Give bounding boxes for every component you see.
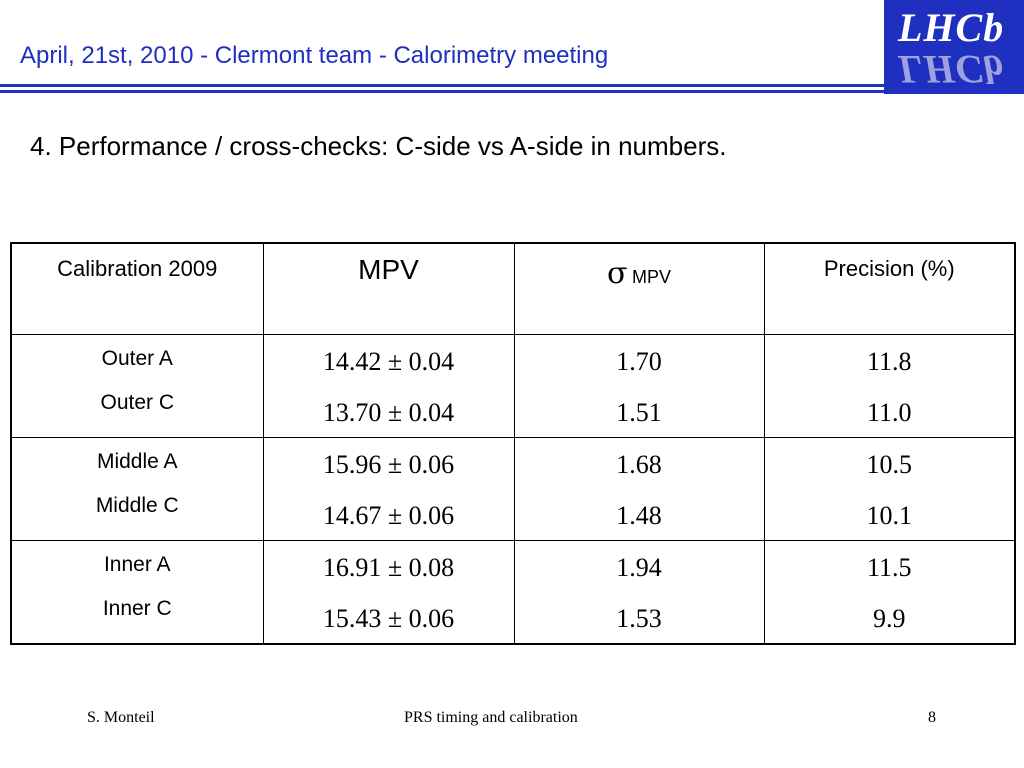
logo-text-reflection: LHCb (898, 47, 1005, 92)
mpv-value: 15.96 ± 0.06 (322, 450, 455, 479)
sigma-symbol: σ (607, 256, 628, 291)
sigma-value: 1.53 (616, 604, 662, 633)
table-row-outer: Outer A Outer C 14.42 ± 0.04 13.70 ± 0.0… (10, 334, 1016, 438)
row-label: Inner A (103, 553, 171, 576)
sigma-subscript: MPV (631, 267, 671, 287)
mpv-value: 13.70 ± 0.04 (322, 398, 455, 427)
cell-sigma: 1.94 1.53 (513, 540, 765, 645)
sigma-value: 1.94 (616, 553, 662, 582)
header-calibration-label: Calibration 2009 (57, 256, 218, 281)
cell-mpv: 16.91 ± 0.08 15.43 ± 0.06 (262, 540, 515, 645)
cell-precision: 10.5 10.1 (763, 437, 1016, 541)
logo-text: LHCb (898, 5, 1005, 50)
sigma-value: 1.68 (616, 450, 662, 479)
footer-title: PRS timing and calibration (404, 709, 578, 726)
precision-value: 9.9 (873, 604, 906, 633)
header-mpv: MPV (262, 242, 515, 335)
precision-value: 11.5 (866, 553, 912, 582)
row-label: Outer C (100, 391, 175, 414)
mpv-value: 16.91 ± 0.08 (322, 553, 455, 582)
header-calibration: Calibration 2009 (10, 242, 264, 335)
cell-mpv: 15.96 ± 0.06 14.67 ± 0.06 (262, 437, 515, 541)
cell-labels: Middle A Middle C (10, 437, 264, 541)
footer-author: S. Monteil (87, 709, 155, 726)
mpv-value: 14.67 ± 0.06 (322, 501, 455, 530)
header-mpv-label: MPV (358, 254, 419, 285)
precision-value: 11.8 (866, 347, 912, 376)
row-label: Inner C (102, 597, 172, 620)
header-precision: Precision (%) (763, 242, 1016, 335)
sigma-value: 1.51 (616, 398, 662, 427)
header-rule (0, 84, 884, 93)
mpv-value: 15.43 ± 0.06 (322, 604, 455, 633)
precision-value: 10.1 (866, 501, 913, 530)
row-label: Middle C (95, 494, 179, 517)
cell-labels: Inner A Inner C (10, 540, 264, 645)
cell-sigma: 1.68 1.48 (513, 437, 765, 541)
precision-value: 11.0 (866, 398, 912, 427)
calibration-table: Calibration 2009 MPV σ MPV Precision (%)… (10, 242, 1016, 645)
cell-sigma: 1.70 1.51 (513, 334, 765, 438)
table-row-inner: Inner A Inner C 16.91 ± 0.08 15.43 ± 0.0… (10, 540, 1016, 645)
precision-value: 10.5 (866, 450, 913, 479)
lhcb-logo: LHCb LHCb (884, 0, 1024, 94)
row-label: Outer A (101, 347, 173, 370)
table-row-middle: Middle A Middle C 15.96 ± 0.06 14.67 ± 0… (10, 437, 1016, 541)
sigma-value: 1.48 (616, 501, 662, 530)
sigma-value: 1.70 (616, 347, 662, 376)
row-label: Middle A (96, 450, 178, 473)
mpv-value: 14.42 ± 0.04 (322, 347, 455, 376)
slide-subtitle: 4. Performance / cross-checks: C-side vs… (30, 131, 727, 161)
cell-precision: 11.8 11.0 (763, 334, 1016, 438)
cell-precision: 11.5 9.9 (763, 540, 1016, 645)
table-header-row: Calibration 2009 MPV σ MPV Precision (%) (10, 242, 1016, 335)
page-number: 8 (928, 709, 936, 726)
header-precision-label: Precision (%) (823, 256, 955, 281)
cell-mpv: 14.42 ± 0.04 13.70 ± 0.04 (262, 334, 515, 438)
slide-header-title: April, 21st, 2010 - Clermont team - Calo… (20, 42, 609, 69)
header-sigma: σ MPV (513, 242, 765, 335)
cell-labels: Outer A Outer C (10, 334, 264, 438)
